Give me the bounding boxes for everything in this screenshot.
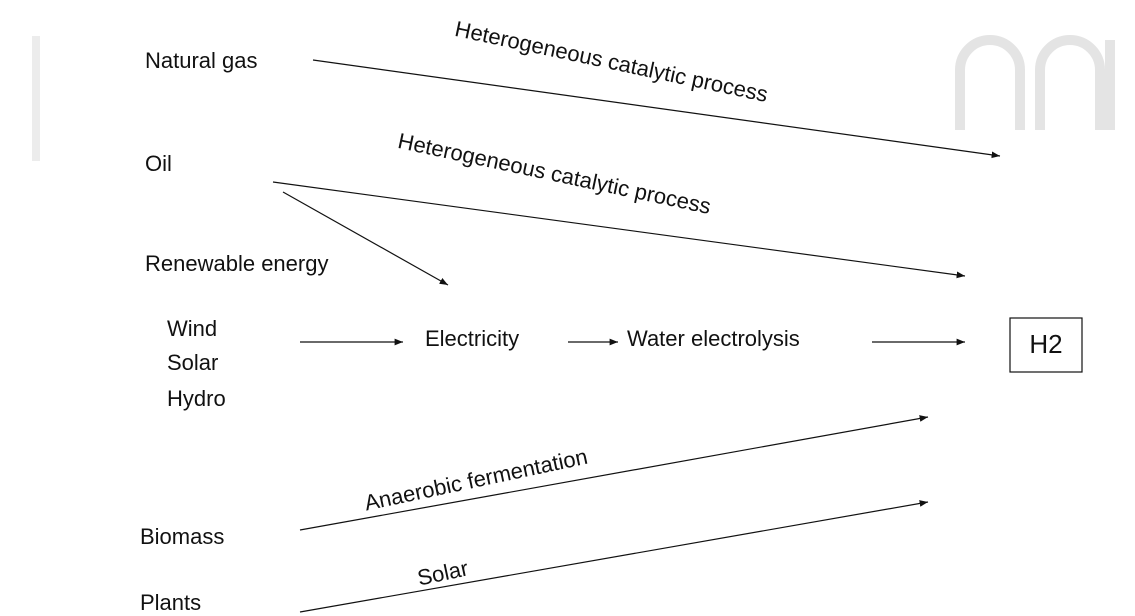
source-label: Biomass	[140, 524, 224, 549]
arrow	[299, 500, 929, 613]
arrow	[299, 415, 929, 531]
source-label: Oil	[145, 151, 172, 176]
arrow	[282, 191, 449, 286]
renewable-type: Solar	[167, 350, 218, 375]
arrow	[272, 181, 966, 279]
process-label: Heterogeneous catalytic process	[453, 16, 770, 107]
product-label: H2	[1029, 329, 1062, 359]
watermark	[32, 35, 1115, 161]
product-box	[1009, 317, 1083, 373]
process-label: Solar	[415, 555, 470, 590]
step-label: Electricity	[425, 326, 519, 351]
renewable-type: Wind	[167, 316, 217, 341]
process-label: Anaerobic fermentation	[362, 444, 590, 516]
source-label: Plants	[140, 590, 201, 615]
source-label: Renewable energy	[145, 251, 328, 276]
step-label: Water electrolysis	[627, 326, 800, 351]
arrow	[312, 59, 1001, 159]
renewable-type: Hydro	[167, 386, 226, 411]
source-label: Natural gas	[145, 48, 258, 73]
